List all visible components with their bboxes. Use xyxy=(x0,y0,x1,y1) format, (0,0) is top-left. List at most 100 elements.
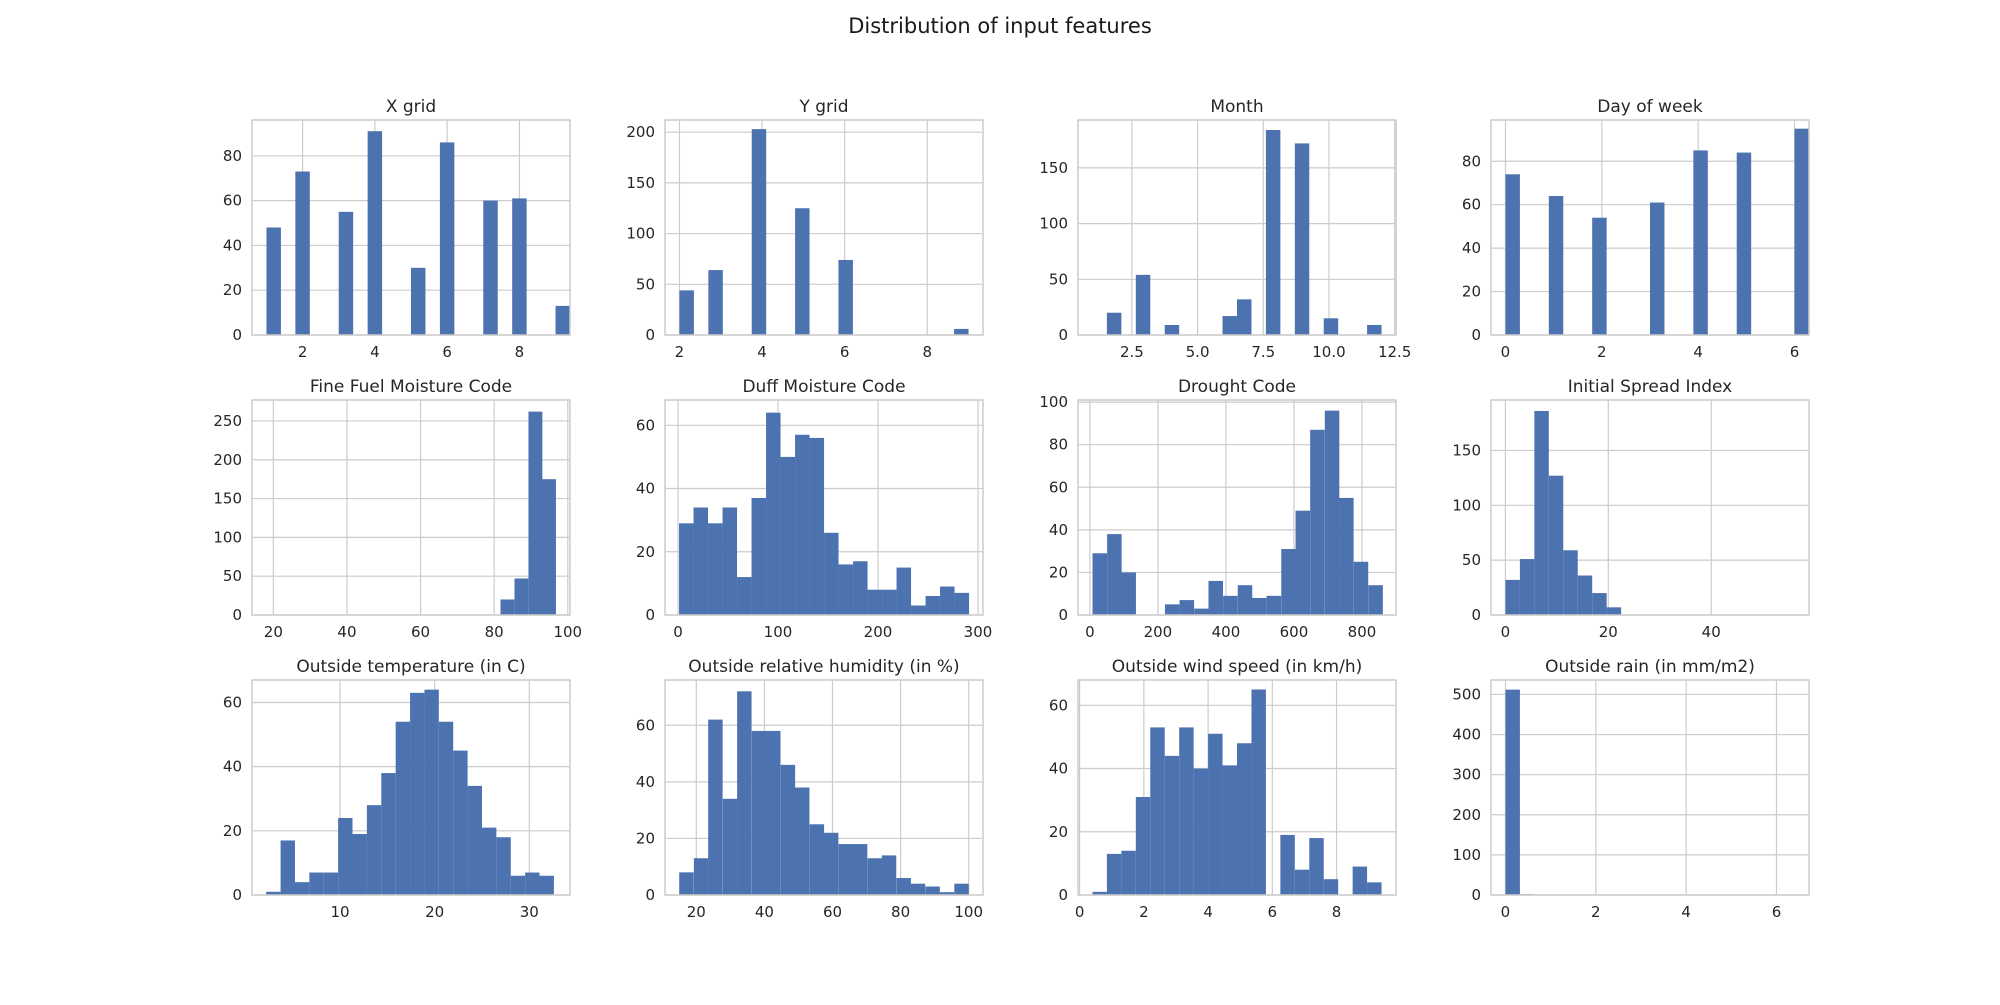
x-tick-label: 0 xyxy=(1501,903,1511,921)
y-tick-label: 200 xyxy=(1452,806,1481,824)
histogram-bar xyxy=(795,208,809,335)
histogram-bar xyxy=(367,805,381,895)
histogram-bar xyxy=(1505,690,1519,895)
histogram-bar xyxy=(1238,585,1253,615)
y-tick-label: 300 xyxy=(1452,766,1481,784)
histogram-bar xyxy=(482,828,496,895)
histogram-bar xyxy=(1093,553,1108,615)
histogram-bar xyxy=(556,306,570,335)
subplot-title: Initial Spread Index xyxy=(1568,377,1733,397)
histogram-bar xyxy=(368,131,382,335)
y-tick-label: 60 xyxy=(636,416,655,434)
x-tick-label: 6 xyxy=(442,343,452,361)
y-tick-label: 50 xyxy=(1462,551,1481,569)
y-tick-label: 80 xyxy=(223,147,242,165)
x-tick-label: 100 xyxy=(764,623,793,641)
histogram-bar xyxy=(540,876,554,895)
x-tick-label: 10.0 xyxy=(1312,343,1345,361)
histogram-bar xyxy=(1795,129,1809,335)
histogram-bar xyxy=(542,479,556,615)
x-tick-label: 40 xyxy=(1702,623,1721,641)
histogram-bar xyxy=(1179,727,1193,895)
y-tick-label: 20 xyxy=(1049,563,1068,581)
histogram-bar xyxy=(1223,596,1238,615)
y-tick-label: 40 xyxy=(636,773,655,791)
x-tick-label: 40 xyxy=(337,623,356,641)
histogram-bar xyxy=(353,834,367,895)
x-tick-label: 2 xyxy=(675,343,685,361)
y-tick-label: 60 xyxy=(223,192,242,210)
histogram-bar xyxy=(781,765,795,895)
histogram-bar xyxy=(679,523,694,615)
histogram-bar xyxy=(1354,562,1369,615)
histogram-bar xyxy=(1505,580,1519,615)
y-tick-label: 20 xyxy=(223,822,242,840)
histogram-bar xyxy=(525,873,539,895)
y-tick-label: 40 xyxy=(223,236,242,254)
histogram-bar xyxy=(897,568,912,615)
histogram-bar xyxy=(453,751,467,895)
histogram-bar xyxy=(752,731,766,895)
y-tick-label: 0 xyxy=(232,326,242,344)
histogram-bar xyxy=(1194,769,1208,895)
histogram-bar xyxy=(496,837,510,895)
x-tick-label: 2 xyxy=(1139,903,1149,921)
histogram-bar xyxy=(766,413,781,615)
histogram-bar xyxy=(737,577,752,615)
histogram-bar xyxy=(1150,727,1164,895)
y-tick-label: 100 xyxy=(626,225,655,243)
histogram-bar xyxy=(896,878,910,895)
histogram-bar xyxy=(1339,498,1354,615)
histogram-bar xyxy=(500,599,514,615)
y-tick-label: 150 xyxy=(626,174,655,192)
histogram-bar xyxy=(1296,511,1311,615)
x-tick-label: 0 xyxy=(1501,343,1511,361)
histogram-bar xyxy=(1107,534,1122,615)
y-tick-label: 60 xyxy=(1462,196,1481,214)
histogram-bar xyxy=(338,818,352,895)
histogram-bar xyxy=(752,129,766,335)
histogram-bar xyxy=(1121,851,1135,895)
x-tick-label: 200 xyxy=(1144,623,1173,641)
histogram-bar xyxy=(514,579,528,615)
histogram-bar xyxy=(1295,870,1309,895)
histogram-bar xyxy=(1237,299,1251,335)
histogram-bar xyxy=(1295,143,1309,335)
histogram-bar xyxy=(1267,596,1282,615)
x-tick-label: 4 xyxy=(1681,903,1691,921)
y-tick-label: 80 xyxy=(1049,436,1068,454)
histogram-bar xyxy=(781,457,796,615)
y-tick-label: 80 xyxy=(1462,152,1481,170)
subplot-title: Drought Code xyxy=(1178,377,1296,397)
x-tick-label: 20 xyxy=(1599,623,1618,641)
histogram-bar xyxy=(1650,203,1664,335)
subplot-title: Outside wind speed (in km/h) xyxy=(1112,657,1362,677)
y-tick-label: 0 xyxy=(1471,886,1481,904)
histogram-bar xyxy=(708,523,723,615)
y-tick-label: 200 xyxy=(213,451,242,469)
histogram-bar xyxy=(766,731,780,895)
y-tick-label: 20 xyxy=(1462,283,1481,301)
x-tick-label: 4 xyxy=(1693,343,1703,361)
histogram-bar xyxy=(1310,430,1325,615)
x-tick-label: 60 xyxy=(823,903,842,921)
y-tick-label: 0 xyxy=(645,606,655,624)
subplot-title: Month xyxy=(1210,97,1263,117)
histogram-bar xyxy=(528,412,542,615)
x-tick-label: 0 xyxy=(1075,903,1085,921)
histogram-bar xyxy=(1208,734,1222,895)
histogram-bar xyxy=(795,788,809,896)
histogram-bar xyxy=(1520,559,1534,615)
histogram-bar xyxy=(1693,150,1707,335)
y-tick-label: 200 xyxy=(626,123,655,141)
histogram-bar xyxy=(838,260,852,335)
subplot-title: Outside temperature (in C) xyxy=(296,657,525,677)
histogram-bar xyxy=(1251,689,1265,895)
histogram-bar xyxy=(1549,476,1563,615)
histogram-bar xyxy=(440,142,454,335)
histogram-bar xyxy=(679,872,693,895)
